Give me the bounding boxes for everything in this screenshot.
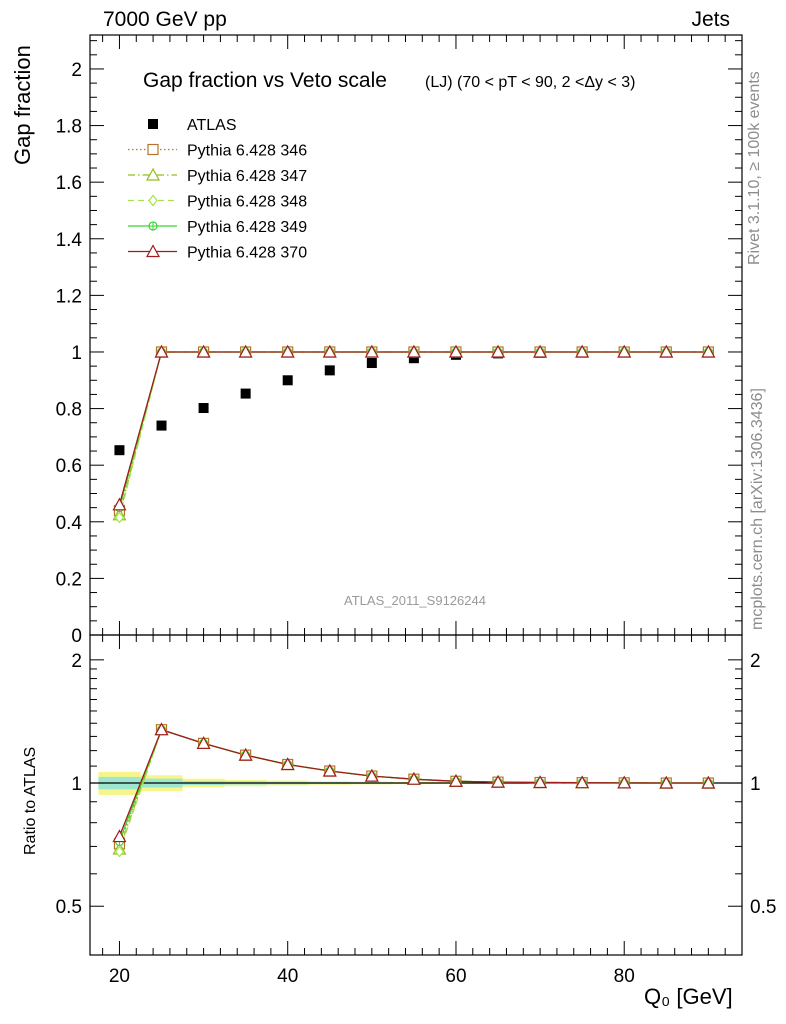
ratio-point-4-4: [280, 757, 295, 771]
ratio-point-4-9: [491, 774, 506, 788]
main-point-5-0: [112, 497, 127, 511]
main-point-0-2: [198, 403, 209, 414]
main-point-5-6: [364, 344, 379, 358]
chart-title: Gap fraction vs Veto scale: [143, 69, 387, 92]
ratio-point-4-2: [196, 736, 211, 749]
legend-label-4: Pythia 6.428 349: [187, 219, 307, 236]
main-point-5-11: [575, 344, 590, 358]
main-point-5-9: [491, 344, 506, 358]
main-point-0-7: [408, 353, 419, 364]
main-ytick-label-7: 1.4: [56, 230, 83, 251]
header-left: 7000 GeV pp: [103, 8, 227, 31]
main-ytick-label-10: 2: [71, 60, 82, 81]
main-series-line-2: [118, 351, 709, 515]
main-point-0-3: [240, 388, 251, 399]
legend-marker-4: [148, 221, 158, 231]
main-point-5-2: [196, 344, 211, 358]
main-ytick-label-3: 0.6: [56, 456, 82, 477]
ratio-point-4-1: [154, 722, 169, 736]
main-point-0-1: [156, 420, 167, 431]
xtick-label-3: 80: [614, 966, 635, 987]
main-point-5-12: [617, 344, 632, 358]
main-ytick-label-8: 1.6: [56, 173, 82, 194]
ratio-point-4-6: [364, 768, 379, 782]
legend-label-2: Pythia 6.428 347: [187, 168, 307, 185]
ratio-point-4-5: [322, 763, 337, 777]
legend-marker-3: [148, 194, 158, 207]
legend-label-0: ATLAS: [187, 117, 237, 134]
ratio-ytick-label-0: 0.5: [56, 897, 82, 918]
ratio-point-4-12: [617, 775, 632, 789]
legend-marker-0: [148, 119, 158, 129]
legend-marker-5: [145, 244, 161, 258]
legend-marker-1: [147, 143, 159, 156]
main-point-5-14: [701, 344, 716, 358]
main-point-5-3: [238, 344, 253, 358]
analysis-watermark: ATLAS_2011_S9126244: [344, 593, 486, 608]
ratio-point-4-0: [112, 829, 127, 843]
legend-label-5: Pythia 6.428 370: [187, 245, 307, 262]
xtick-label-2: 60: [445, 966, 466, 987]
ratio-frame: [89, 634, 743, 956]
ratio-ytick-label-2: 2: [71, 651, 82, 672]
main-ytick-label-0: 0: [71, 626, 82, 647]
main-point-0-0: [114, 445, 125, 456]
main-point-5-8: [448, 344, 463, 358]
legend-label-1: Pythia 6.428 346: [187, 143, 307, 160]
main-point-0-5: [324, 365, 335, 376]
main-ytick-label-4: 0.8: [56, 400, 82, 421]
main-series-line-5: [118, 351, 709, 505]
xtick-label-0: 20: [109, 966, 130, 987]
main-ytick-label-1: 0.2: [56, 569, 82, 590]
main-point-5-4: [280, 344, 295, 358]
ratio-ytick-label-right-0: 0.5: [750, 897, 776, 918]
ratio-ytick-label-right-2: 2: [750, 651, 761, 672]
xtick-label-1: 40: [277, 966, 298, 987]
legend-marker-2: [145, 167, 161, 181]
legend-label-3: Pythia 6.428 348: [187, 194, 307, 211]
main-ytick-label-2: 0.4: [56, 513, 83, 534]
ratio-point-4-14: [701, 775, 716, 789]
header-right: Jets: [691, 8, 730, 31]
ratio-point-4-8: [448, 774, 463, 787]
main-point-5-1: [154, 344, 169, 358]
ratio-point-4-13: [659, 775, 674, 789]
main-point-5-13: [659, 344, 674, 358]
chart-title-suffix: (LJ) (70 < pT < 90, 2 <Δy < 3): [425, 74, 636, 91]
main-point-0-6: [366, 358, 377, 369]
ratio-point-4-10: [533, 775, 548, 789]
main-ytick-label-9: 1.8: [56, 117, 82, 138]
main-ytick-label-6: 1.2: [56, 286, 82, 307]
main-point-5-10: [533, 344, 548, 358]
main-series-line-3: [118, 351, 709, 518]
main-ytick-label-5: 1: [71, 343, 82, 364]
x-axis-label: Q₀ [GeV]: [644, 984, 733, 1009]
ratio-point-4-3: [238, 747, 253, 761]
ratio-point-2-0: [114, 845, 125, 858]
main-point-0-4: [282, 375, 293, 386]
ratio-point-4-11: [575, 775, 590, 789]
main-point-5-7: [406, 344, 421, 358]
main-series-line-4: [118, 351, 709, 508]
main-point-3-0: [114, 511, 125, 524]
ratio-ytick-label-right-1: 1: [750, 774, 761, 795]
ratio-point-4-7: [406, 771, 421, 785]
main-point-5-5: [322, 344, 337, 358]
main-series-line-1: [118, 351, 709, 511]
ratio-ytick-label-1: 1: [71, 774, 82, 795]
